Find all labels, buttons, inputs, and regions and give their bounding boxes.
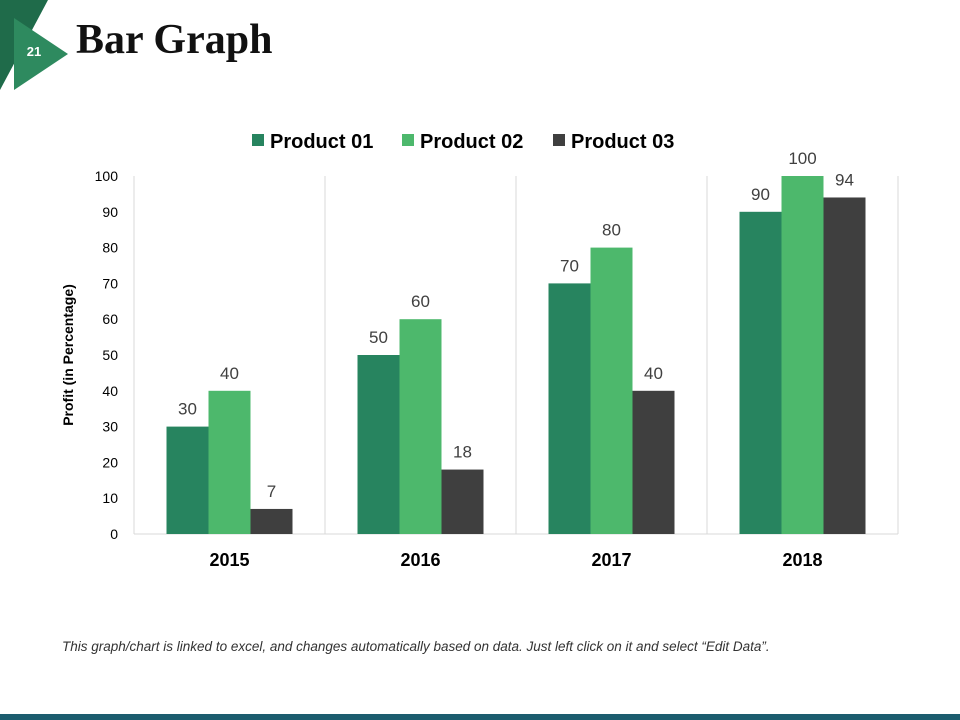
y-tick-label: 10: [102, 490, 118, 506]
x-tick-label: 2015: [209, 550, 249, 570]
data-label: 7: [267, 482, 276, 501]
x-tick-label: 2016: [400, 550, 440, 570]
bar-product-01: [739, 211, 782, 535]
bottom-accent-bar: [0, 714, 960, 720]
data-label: 40: [220, 364, 239, 383]
y-tick-label: 40: [102, 383, 118, 399]
legend-swatch: [252, 134, 264, 146]
data-label: 60: [411, 292, 430, 311]
data-label: 90: [751, 185, 770, 204]
bar-product-01: [548, 283, 591, 534]
y-axis-label: Profit (in Percentage): [60, 284, 76, 426]
slide-number: 21: [26, 44, 42, 59]
y-tick-label: 20: [102, 454, 118, 470]
badge-arrow-shape: [14, 18, 68, 90]
bar-product-01: [166, 426, 209, 534]
y-tick-label: 100: [95, 168, 119, 184]
y-tick-label: 90: [102, 204, 118, 220]
footnote: This graph/chart is linked to excel, and…: [62, 639, 770, 654]
data-labels: 30 40 7 50 60 18 70 80 40 90 100 94: [178, 149, 854, 501]
bar-product-02: [781, 176, 824, 534]
bar-product-03: [823, 197, 866, 535]
x-tick-label: 2018: [782, 550, 822, 570]
y-tick-label: 30: [102, 419, 118, 435]
data-label: 94: [835, 170, 854, 189]
data-label: 100: [788, 149, 816, 168]
y-tick-label: 80: [102, 240, 118, 256]
bar-product-03: [250, 508, 293, 534]
page-title: Bar Graph: [76, 17, 273, 63]
legend-label: Product 02: [420, 131, 523, 153]
y-tick-label: 60: [102, 311, 118, 327]
legend-swatch: [402, 134, 414, 146]
data-label: 70: [560, 256, 579, 275]
bar-product-03: [441, 469, 484, 534]
legend-label: Product 01: [270, 131, 373, 153]
y-tick-label: 0: [110, 526, 118, 542]
data-label: 40: [644, 364, 663, 383]
bar-product-02: [590, 247, 633, 534]
x-tick-label: 2017: [591, 550, 631, 570]
slide-number-badge: [0, 0, 68, 90]
data-label: 50: [369, 328, 388, 347]
y-tick-label: 50: [102, 347, 118, 363]
bar-product-01: [357, 355, 400, 534]
y-axis-ticks: 0 10 20 30 40 50 60 70 80 90 100: [95, 168, 119, 542]
y-tick-label: 70: [102, 275, 118, 291]
bar-product-02: [399, 319, 442, 534]
legend-swatch: [553, 134, 565, 146]
chart-bars: [166, 176, 866, 535]
data-label: 18: [453, 443, 472, 462]
bar-product-02: [208, 390, 251, 534]
x-axis-ticks: 2015 2016 2017 2018: [209, 550, 822, 570]
data-label: 30: [178, 400, 197, 419]
legend-label: Product 03: [571, 131, 674, 153]
data-label: 80: [602, 221, 621, 240]
bar-product-03: [632, 390, 675, 534]
chart-legend: Product 01 Product 02 Product 03: [252, 131, 674, 153]
